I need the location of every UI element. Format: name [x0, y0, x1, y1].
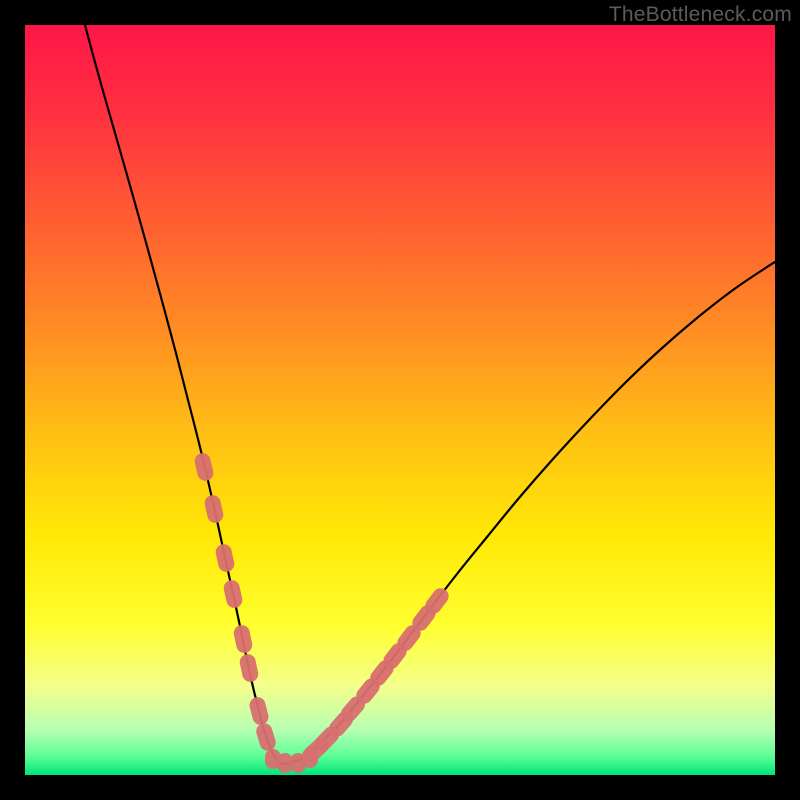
right-curve [285, 262, 775, 764]
curve-marker [214, 543, 236, 574]
curve-marker [232, 624, 253, 655]
marker-group [193, 452, 452, 773]
plot-area [25, 25, 775, 775]
curve-marker [193, 452, 215, 483]
watermark-label: TheBottleneck.com [609, 3, 792, 27]
chart-canvas: TheBottleneck.com [0, 0, 800, 800]
curve-marker [302, 748, 318, 768]
curve-marker [248, 695, 270, 726]
curve-marker [203, 494, 225, 525]
curve-marker [254, 721, 277, 752]
curve-layer [25, 25, 775, 775]
curve-marker [222, 579, 244, 610]
curve-marker [238, 653, 260, 684]
left-curve [85, 25, 285, 764]
